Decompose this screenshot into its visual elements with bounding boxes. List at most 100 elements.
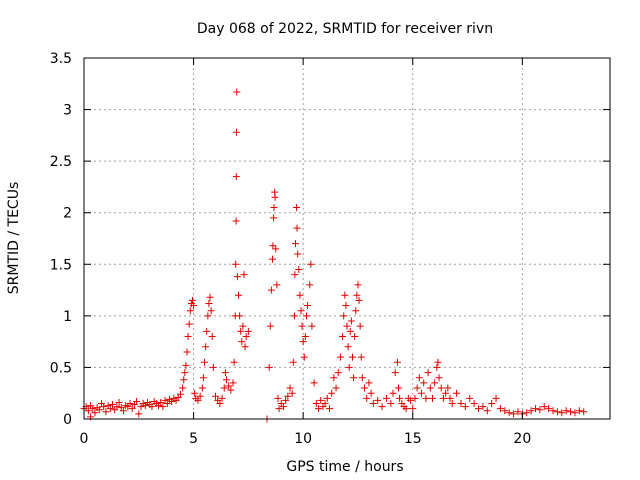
x-axis-label: GPS time / hours: [286, 459, 403, 475]
data-point: [382, 394, 390, 402]
data-point: [363, 394, 371, 402]
data-point: [180, 376, 188, 384]
data-point: [293, 204, 301, 212]
data-point: [345, 363, 353, 371]
data-point: [396, 394, 404, 402]
data-point: [100, 403, 108, 411]
data-point: [418, 389, 426, 397]
data-point: [439, 394, 447, 402]
data-point: [293, 224, 301, 232]
data-point: [284, 392, 292, 400]
data-point: [312, 400, 320, 408]
data-point: [434, 358, 442, 366]
data-point: [391, 369, 399, 377]
data-point: [332, 384, 340, 392]
data-point: [208, 332, 216, 340]
data-point: [84, 407, 92, 415]
data-point: [413, 384, 421, 392]
data-point: [233, 88, 241, 96]
data-point: [157, 398, 165, 406]
data-point: [457, 400, 465, 408]
y-tick-label: 0: [63, 412, 72, 428]
data-point: [244, 327, 252, 335]
data-point: [91, 409, 99, 417]
data-point: [227, 386, 235, 394]
data-point: [159, 403, 167, 411]
data-point: [270, 204, 278, 212]
data-point: [191, 389, 199, 397]
data-point: [274, 394, 282, 402]
data-point: [342, 302, 350, 310]
data-point: [269, 242, 277, 250]
data-point: [567, 408, 575, 416]
data-point: [294, 250, 302, 258]
data-point: [523, 409, 531, 417]
data-point: [393, 358, 401, 366]
data-point: [235, 291, 243, 299]
y-tick-label: 3.5: [50, 51, 72, 67]
data-point: [279, 403, 287, 411]
data-point: [348, 353, 356, 361]
data-point: [108, 401, 116, 409]
data-point: [514, 408, 522, 416]
data-point: [356, 322, 364, 330]
data-point: [232, 217, 240, 225]
data-point: [444, 384, 452, 392]
data-point: [341, 291, 349, 299]
data-point: [184, 332, 192, 340]
data-point: [301, 332, 309, 340]
data-point: [527, 407, 535, 415]
data-point: [115, 398, 123, 406]
data-point: [275, 405, 283, 413]
data-point: [299, 338, 307, 346]
x-tick-label: 0: [80, 431, 89, 447]
data-point: [358, 374, 366, 382]
data-point: [194, 396, 202, 404]
data-point: [185, 320, 193, 328]
data-point: [304, 302, 312, 310]
data-point: [315, 405, 323, 413]
data-point: [133, 397, 141, 405]
data-point: [302, 312, 310, 320]
data-point: [344, 343, 352, 351]
data-point: [350, 374, 358, 382]
data-point: [355, 296, 363, 304]
data-point: [501, 407, 509, 415]
data-point: [286, 384, 294, 392]
data-point: [580, 408, 588, 416]
data-point: [268, 255, 276, 263]
data-point: [446, 394, 454, 402]
x-tick-label: 5: [189, 431, 198, 447]
data-point: [186, 307, 194, 315]
data-point: [409, 405, 417, 413]
data-point: [330, 374, 338, 382]
data-point: [475, 405, 482, 413]
data-point: [545, 405, 553, 413]
data-point: [347, 317, 355, 325]
data-point: [435, 374, 443, 382]
data-point: [431, 379, 439, 387]
data-point: [562, 407, 570, 415]
data-point: [289, 358, 297, 366]
data-point: [148, 403, 156, 411]
data-point: [317, 396, 325, 404]
data-point: [233, 273, 241, 281]
data-point: [361, 384, 369, 392]
data-point: [357, 353, 365, 361]
data-point: [558, 409, 566, 417]
data-point: [540, 403, 548, 411]
data-point: [89, 405, 97, 413]
data-point: [236, 312, 244, 320]
data-point: [225, 382, 233, 390]
data-point: [190, 302, 198, 310]
data-point: [536, 406, 544, 414]
data-point: [571, 409, 579, 417]
y-tick-label: 1: [63, 309, 72, 325]
data-point: [290, 312, 298, 320]
data-point: [102, 408, 110, 416]
y-tick-label: 3: [63, 103, 72, 119]
axis-ticks: 0 0.5 1 1.5 2 2.5 3 3.5 0 5 10 15 20: [50, 51, 610, 447]
data-point: [448, 400, 456, 408]
data-point: [242, 332, 250, 340]
data-point: [201, 358, 209, 366]
